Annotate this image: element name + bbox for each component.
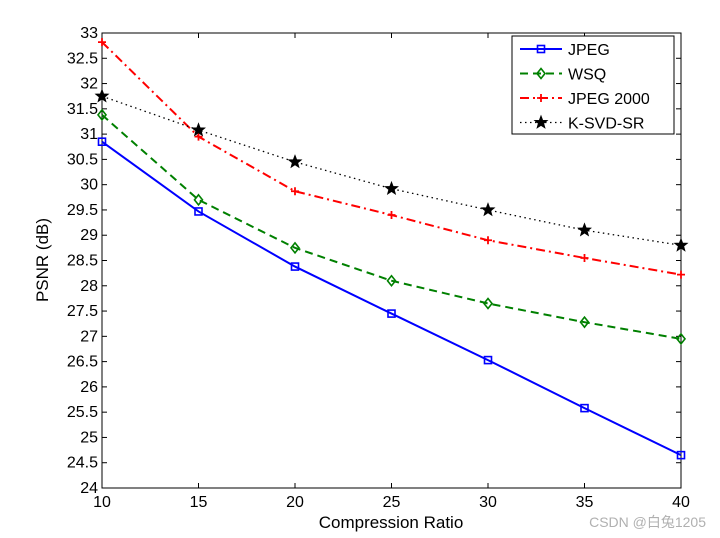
data-point	[677, 270, 685, 279]
data-point	[291, 187, 299, 196]
data-point	[289, 241, 301, 255]
x-tick-label: 40	[672, 494, 690, 511]
y-tick-label: 24.5	[67, 455, 98, 472]
y-tick-label: 32	[80, 76, 98, 93]
y-tick-label: 32.5	[67, 50, 98, 67]
series-wsq	[96, 108, 687, 346]
y-tick-label: 25	[80, 429, 98, 446]
data-point	[194, 207, 203, 216]
watermark-text: CSDN @白兔1205	[589, 514, 706, 530]
x-axis: 10 15 20 25 30 35 40	[93, 33, 690, 511]
series-line	[101, 140, 682, 457]
legend: JPEG WSQ JPEG 2000 K-SVD-SR	[511, 35, 675, 135]
data-point	[96, 108, 108, 122]
y-tick-label: 33	[80, 25, 98, 42]
y-tick-label: 31	[80, 126, 98, 143]
data-point	[580, 403, 589, 413]
y-tick-label: 31.5	[67, 101, 98, 118]
x-tick-label: 35	[576, 494, 594, 511]
y-tick-label: 26.5	[67, 354, 98, 371]
legend-item: WSQ	[520, 67, 606, 84]
x-tick-label: 20	[286, 494, 304, 511]
data-point	[194, 132, 203, 141]
y-tick-label: 25.5	[67, 404, 98, 421]
y-tick-label: 27	[80, 328, 98, 345]
y-tick-label: 29.5	[67, 202, 98, 219]
x-axis-title: Compression Ratio	[319, 513, 464, 532]
x-tick-label: 25	[383, 494, 401, 511]
y-tick-label: 30	[80, 177, 98, 194]
series-jpeg	[97, 137, 686, 460]
data-point	[484, 236, 492, 245]
legend-marker	[536, 44, 546, 54]
data-point	[676, 450, 686, 460]
legend-label: WSQ	[568, 67, 606, 84]
y-tick-label: 26	[80, 379, 98, 396]
data-point	[193, 193, 204, 207]
data-point	[97, 137, 107, 146]
data-point	[673, 237, 689, 252]
legend-item: JPEG	[520, 42, 610, 59]
legend-label: K-SVD-SR	[568, 116, 644, 133]
data-point	[580, 253, 589, 262]
data-point	[579, 315, 590, 329]
series-layer	[94, 38, 689, 460]
y-tick-label: 27.5	[67, 303, 98, 320]
y-axis-title: PSNR (dB)	[33, 218, 52, 302]
data-point	[387, 211, 396, 219]
x-tick-label: 10	[93, 494, 111, 511]
legend-label: JPEG 2000	[568, 91, 650, 108]
y-tick-label: 24	[80, 480, 98, 497]
series-k-svd-sr	[94, 88, 689, 252]
y-axis: 24 24.5 25 25.5 26 26.5 27 27.5 28 28.5 29 29.5 30 30…	[67, 25, 681, 497]
legend-item: K-SVD-SR	[520, 114, 644, 133]
legend-marker	[533, 114, 549, 129]
data-point	[482, 297, 494, 310]
legend-label: JPEG	[568, 42, 610, 59]
data-point	[384, 180, 399, 196]
data-point	[480, 202, 496, 217]
data-point	[386, 274, 397, 288]
series-jpeg-2000	[98, 38, 685, 279]
series-line	[101, 114, 682, 340]
data-point	[577, 222, 592, 237]
data-point	[675, 332, 687, 346]
y-tick-label: 28	[80, 278, 98, 295]
data-point	[98, 38, 106, 47]
x-tick-label: 15	[190, 494, 208, 511]
y-tick-label: 30.5	[67, 151, 98, 168]
data-point	[483, 355, 493, 365]
legend-marker	[537, 94, 545, 102]
data-point	[94, 88, 110, 103]
data-point	[387, 309, 396, 318]
legend-marker	[535, 67, 547, 80]
data-point	[287, 154, 303, 169]
y-tick-label: 28.5	[67, 253, 98, 270]
x-tick-label: 30	[479, 494, 497, 511]
data-point	[290, 262, 300, 271]
y-tick-label: 29	[80, 227, 98, 244]
data-point	[191, 122, 206, 137]
legend-item: JPEG 2000	[520, 91, 650, 108]
